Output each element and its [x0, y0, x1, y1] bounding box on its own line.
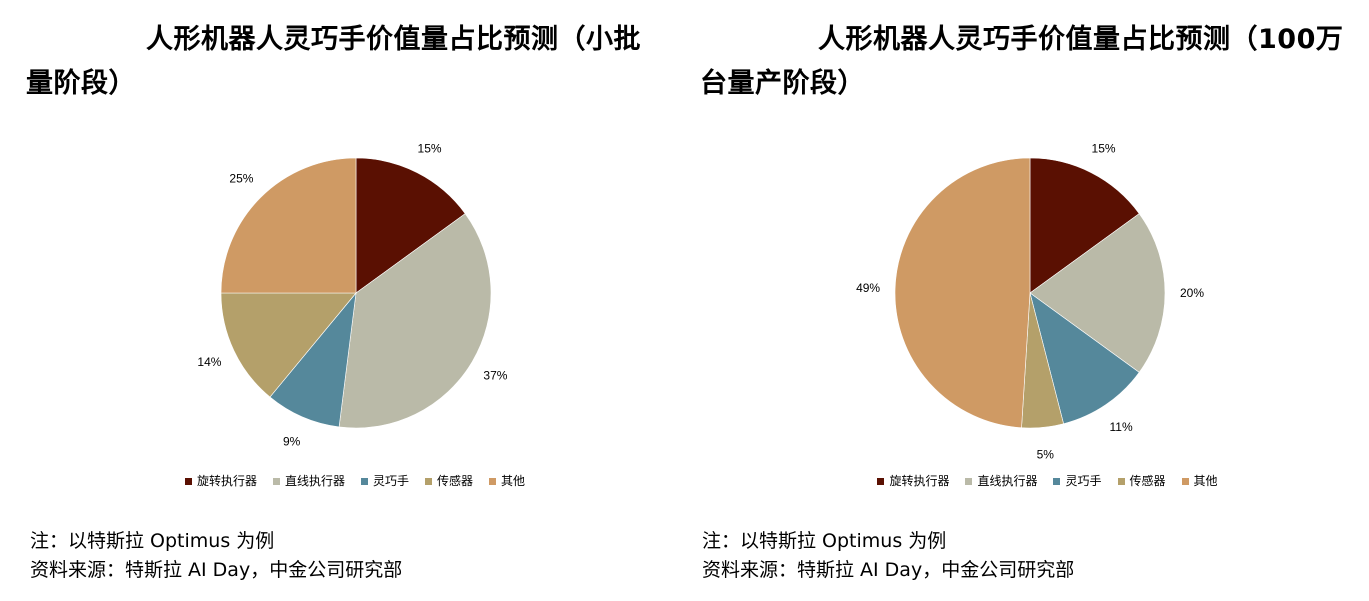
legend-item-4: 其他 — [1181, 472, 1218, 490]
data-label-4: 49% — [856, 281, 880, 295]
legend-label: 其他 — [1193, 474, 1218, 488]
legend-label: 直线执行器 — [977, 474, 1038, 488]
data-label-3: 5% — [1037, 447, 1055, 461]
legend-label: 传感器 — [437, 474, 474, 488]
legend-swatch — [965, 477, 973, 485]
chart-panel-mass-production: 人形机器人灵巧手价值量占比预测（100万台量产阶段） 15% 20% 11% 5% 49… — [686, 0, 1369, 601]
legend-swatch — [1117, 477, 1125, 485]
data-label-1: 37% — [483, 368, 507, 382]
legend-label: 灵巧手 — [1065, 474, 1102, 488]
chart-panel-small-batch: 人形机器人灵巧手价值量占比预测（小批量阶段） 15% 37% 9% 14% 25% 旋转… — [0, 0, 670, 601]
legend-label: 旋转执行器 — [889, 474, 950, 488]
legend-item-1: 直线执行器 — [965, 472, 1037, 490]
legend-swatch — [425, 477, 432, 485]
legend-item-3: 传感器 — [1117, 472, 1166, 490]
pie-slice-1 — [1029, 213, 1166, 373]
chart-notes: 注：以特斯拉 Optimus 为例 资料来源：特斯拉 AI Day，中金公司研究… — [30, 527, 402, 585]
source-text: 资料来源：特斯拉 AI Day，中金公司研究部 — [30, 559, 403, 581]
legend-swatch — [489, 477, 497, 485]
chart-title: 人形机器人灵巧手价值量占比预测（100万台量产阶段） — [700, 24, 1344, 99]
legend-swatch — [877, 477, 885, 485]
pie-slice-4 — [220, 157, 357, 294]
legend-swatch — [360, 477, 368, 485]
legend-swatch — [184, 477, 192, 485]
data-label-2: 9% — [283, 435, 301, 449]
legend-label: 其他 — [501, 474, 526, 488]
pie-slice-0 — [355, 157, 466, 294]
legend-label: 旋转执行器 — [196, 474, 257, 488]
data-label-3: 14% — [197, 355, 221, 369]
legend-label: 直线执行器 — [284, 474, 345, 488]
pie-slice-2 — [1029, 292, 1140, 425]
pie-chart: 15% 20% 11% 5% 49% — [856, 142, 1204, 462]
data-label-4: 25% — [229, 171, 253, 185]
legend-label: 传感器 — [1129, 474, 1166, 488]
legend-item-3: 传感器 — [425, 472, 473, 490]
data-label-2: 11% — [1109, 420, 1132, 434]
pie-slice-3 — [220, 292, 357, 398]
note-text: 注：以特斯拉 Optimus 为例 — [30, 530, 275, 552]
pie-chart: 15% 37% 9% 14% 25% — [197, 142, 507, 449]
data-label-0: 15% — [1092, 142, 1116, 156]
chart-legend: 旋转执行器 直线执行器 灵巧手 传感器 其他 — [686, 472, 1369, 490]
legend-swatch — [272, 477, 280, 485]
legend-item-4: 其他 — [489, 472, 525, 490]
legend-swatch — [1181, 477, 1189, 485]
chart-title: 人形机器人灵巧手价值量占比预测（小批量阶段） — [26, 24, 641, 99]
note-text: 注：以特斯拉 Optimus 为例 — [702, 530, 947, 552]
legend-item-0: 旋转执行器 — [184, 472, 257, 490]
pie-slice-4 — [894, 157, 1031, 429]
data-label-0: 15% — [418, 142, 442, 156]
pie-slice-0 — [1029, 157, 1140, 294]
chart-notes: 注：以特斯拉 Optimus 为例 资料来源：特斯拉 AI Day，中金公司研究… — [702, 527, 1074, 585]
data-label-1: 20% — [1180, 286, 1204, 300]
legend-swatch — [1053, 477, 1061, 485]
chart-legend: 旋转执行器 直线执行器 灵巧手 传感器 其他 — [0, 472, 670, 490]
legend-label: 灵巧手 — [372, 474, 409, 488]
legend-item-0: 旋转执行器 — [877, 472, 949, 490]
legend-item-2: 灵巧手 — [360, 472, 409, 490]
pie-slice-1 — [338, 213, 492, 429]
legend-item-2: 灵巧手 — [1053, 472, 1102, 490]
legend-item-1: 直线执行器 — [272, 472, 345, 490]
source-text: 资料来源：特斯拉 AI Day，中金公司研究部 — [702, 559, 1075, 581]
